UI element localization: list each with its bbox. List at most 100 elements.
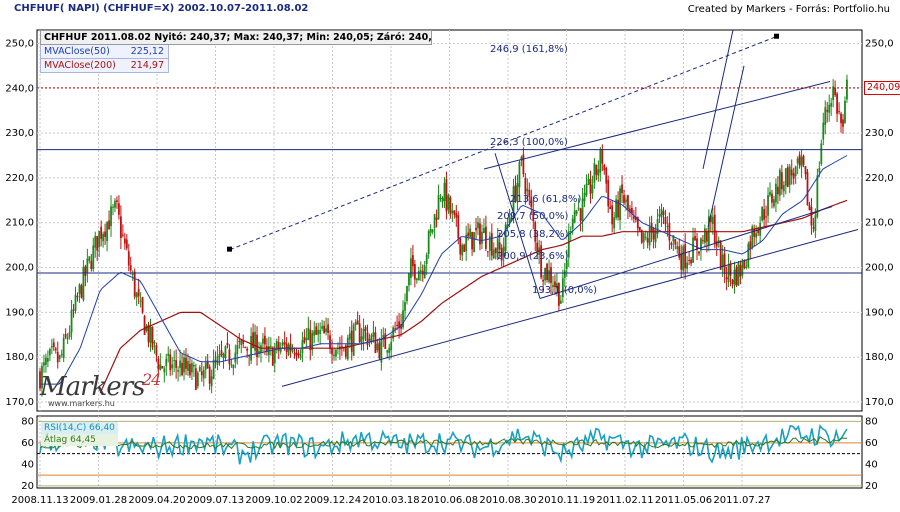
candle-body — [303, 336, 306, 343]
x-tick-label: 2009.10.02 — [245, 495, 302, 506]
candle-body — [599, 149, 602, 173]
candle-body — [713, 214, 716, 244]
candle-body — [262, 338, 264, 344]
candle-body — [58, 355, 61, 359]
candle-body — [788, 166, 791, 186]
candle-body — [155, 345, 158, 356]
candle-body — [157, 358, 160, 370]
y-tick-label-left: 200,0 — [5, 263, 34, 274]
candle-body — [271, 348, 274, 366]
candle-body — [46, 358, 49, 362]
fib-level-label: 200,9 (23,6%) — [497, 250, 569, 262]
candle-body — [445, 179, 448, 212]
candle-body — [112, 206, 114, 208]
candle-body — [672, 235, 675, 242]
candle-body — [690, 259, 692, 264]
candle-body — [441, 197, 444, 203]
candle-body — [291, 348, 294, 352]
candle-body — [790, 169, 793, 176]
candle-body — [64, 334, 67, 338]
steep-trendline-b — [707, 65, 745, 228]
candle-body — [583, 192, 586, 202]
y-tick-label-right: 220,0 — [865, 173, 894, 184]
candle-body — [198, 367, 201, 371]
candle-body — [358, 323, 361, 343]
candle-body — [161, 366, 164, 369]
ma50-line — [40, 155, 848, 385]
rsi-tick-label-right: 40 — [865, 459, 878, 470]
fib-level-label: 209,7 (50,0%) — [497, 211, 569, 223]
candle-body — [411, 255, 414, 267]
candle-body — [552, 285, 554, 288]
candle-body — [80, 285, 83, 298]
candle-body — [650, 222, 653, 233]
candle-body — [404, 302, 406, 311]
candle-body — [605, 167, 608, 184]
candle-body — [153, 341, 156, 344]
candle-body — [319, 330, 322, 334]
candle-body — [844, 100, 846, 123]
candle-body — [370, 335, 373, 343]
candle-body — [469, 228, 472, 238]
y-tick-label-right: 200,0 — [865, 263, 894, 274]
candle-body — [104, 231, 107, 237]
candle-body — [609, 206, 612, 210]
x-tick-label: 2011.02.11 — [596, 495, 653, 506]
fib-level-label: 193,1 (0,0%) — [532, 285, 598, 297]
y-tick-label-right: 230,0 — [865, 128, 894, 139]
candle-body — [461, 244, 464, 256]
candle-body — [238, 341, 241, 343]
candle-body — [664, 217, 667, 225]
candle-body — [410, 258, 412, 278]
candle-body — [396, 324, 399, 326]
candle-body — [372, 332, 375, 337]
candle-body — [705, 231, 708, 242]
candle-body — [662, 211, 665, 215]
candle-body — [660, 209, 663, 218]
last-price-tag: 240,09 — [864, 80, 900, 95]
candle-body — [593, 163, 596, 184]
candle-body — [208, 366, 211, 384]
candle-body — [443, 182, 446, 201]
candle-body — [498, 242, 501, 250]
candle-body — [39, 371, 41, 389]
candle-body — [327, 324, 329, 333]
legend-rsi: RSI(14,C) 66,40 — [41, 422, 118, 434]
candle-body — [488, 236, 491, 251]
candle-body — [757, 230, 760, 234]
candle-body — [546, 263, 548, 280]
candle-body — [325, 328, 327, 332]
chart-header-credit: Created by Markers - Forrás: Portfolio.h… — [687, 4, 890, 15]
candle-body — [52, 342, 55, 348]
candle-body — [814, 215, 817, 232]
candle-body — [244, 347, 247, 349]
candle-body — [536, 242, 539, 252]
candle-body — [792, 173, 795, 179]
candle-body — [818, 168, 821, 173]
candle-body — [475, 227, 477, 231]
candle-body — [540, 245, 543, 278]
candle-body — [234, 352, 237, 363]
candle-body — [45, 357, 47, 365]
legend-ma50: MVAClose(50) 225,12 — [40, 45, 169, 59]
candle-body — [607, 179, 610, 207]
candle-body — [778, 170, 781, 196]
candle-body — [131, 273, 134, 275]
candle-body — [232, 365, 235, 369]
candle-body — [542, 279, 545, 282]
candle-body — [812, 227, 815, 229]
candle-body — [453, 210, 456, 215]
candle-body — [220, 350, 223, 356]
candle-body — [78, 284, 81, 294]
candle-body — [615, 199, 618, 218]
candle-body — [194, 368, 197, 390]
y-tick-label-right: 210,0 — [865, 218, 894, 229]
legend-ohlc: CHFHUF 2011.08.02 Nyitó: 240,37; Max: 24… — [40, 30, 432, 45]
candle-body — [561, 278, 564, 297]
candle-body — [463, 244, 466, 252]
candle-body — [581, 198, 584, 221]
candle-body — [191, 363, 193, 373]
candle-body — [86, 258, 89, 273]
candle-body — [587, 179, 590, 185]
rsi-line — [39, 424, 848, 465]
